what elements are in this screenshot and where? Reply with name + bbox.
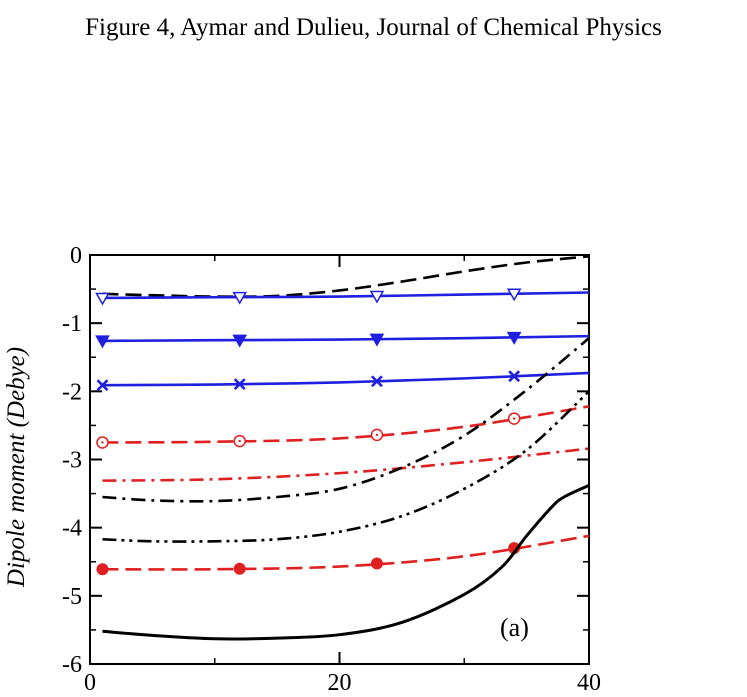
y-tick-label: -2 [62,379,82,405]
series-line [102,484,589,641]
series-line [102,337,589,503]
series-5 [96,405,589,449]
series-line [102,291,589,300]
series-4 [96,370,589,392]
series-layer [95,255,589,641]
marker-circle-dot [101,441,104,444]
y-tick-label: -5 [62,584,82,610]
marker-triangle-open [506,288,522,302]
x-tick-label: 0 [84,670,96,696]
panel-annotation: (a) [500,613,529,642]
y-tick-label: -6 [62,652,82,678]
series-line [102,447,589,482]
y-tick-label: -3 [62,448,82,474]
series-9 [96,534,589,576]
marker-circle-filled [96,563,109,576]
marker-x-b [233,378,246,391]
marker-x-b [371,375,383,388]
series-line [102,371,589,387]
series-line [102,390,589,543]
marker-triangle-open [232,291,247,305]
marker-x-b [96,379,109,392]
figure-caption: Figure 4, Aymar and Dulieu, Journal of C… [85,14,662,41]
series-1 [102,255,589,298]
ticks-layer: 0 20 40 0 -1 -2 -3 -4 -5 -6 [62,243,601,696]
y-tick-label: -1 [62,311,82,337]
marker-triangle-filled [506,331,522,345]
series-line [102,255,589,298]
series-6 [102,447,589,482]
x-tick-label: 40 [577,670,601,696]
y-tick-label: -4 [62,516,82,542]
marker-circle-dot [238,439,241,443]
series-7 [102,337,589,503]
marker-circle-dot [512,417,516,420]
series-3 [95,331,589,349]
series-line [102,405,589,444]
y-tick-label: 0 [70,243,82,269]
series-10 [102,484,589,641]
marker-triangle-filled [232,334,248,348]
marker-circle-filled [370,557,383,570]
marker-triangle-filled [369,333,385,347]
y-axis-title: Dipole moment (Debye) [3,347,30,588]
marker-circle-dot [375,433,379,437]
marker-triangle-filled [95,335,110,349]
marker-triangle-open [369,290,385,304]
series-2 [95,288,589,306]
marker-x-b [508,370,521,383]
marker-triangle-open [95,292,110,306]
series-8 [102,390,589,543]
marker-circle-filled [233,562,246,575]
series-line [102,334,589,343]
x-tick-label: 20 [328,670,352,696]
